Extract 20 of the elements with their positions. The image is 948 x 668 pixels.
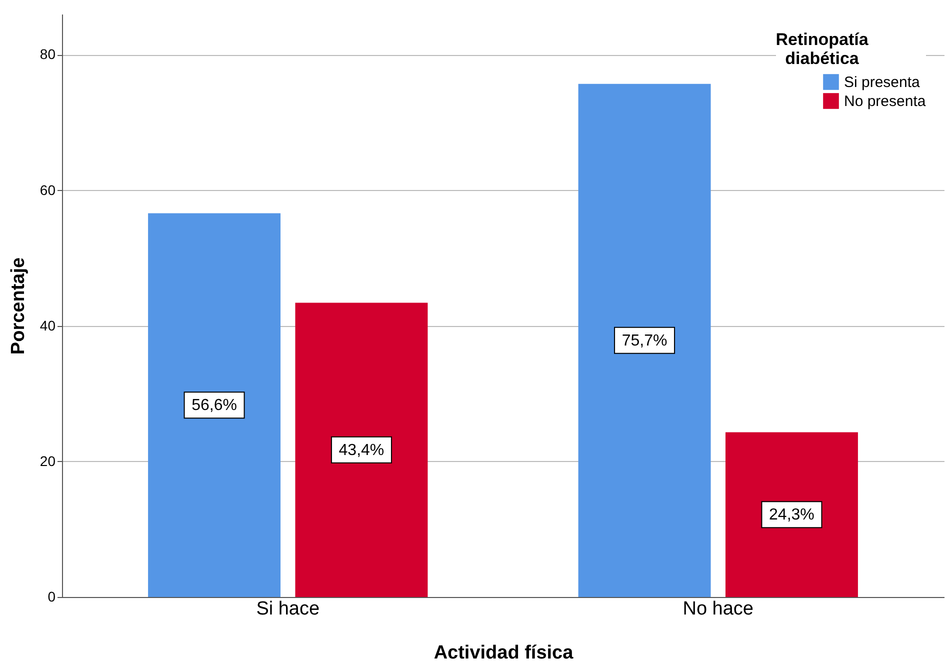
y-tick-label: 40 bbox=[40, 317, 56, 334]
x-axis-title: Actividad física bbox=[434, 642, 574, 664]
legend-label: No presenta bbox=[844, 93, 926, 110]
y-tick-label: 0 bbox=[48, 588, 56, 604]
y-tick-label: 80 bbox=[40, 46, 56, 62]
bar bbox=[725, 432, 858, 597]
x-tick-label: No hace bbox=[682, 598, 754, 620]
legend-title: Retinopatía diabética bbox=[776, 30, 869, 68]
x-tick-label: Si hace bbox=[256, 598, 320, 620]
data-label: 24,3% bbox=[769, 506, 814, 524]
data-label: 43,4% bbox=[338, 442, 384, 459]
y-tick-label: 20 bbox=[40, 452, 56, 469]
bar bbox=[578, 84, 711, 597]
data-label: 56,6% bbox=[192, 397, 237, 414]
y-tick-label: 60 bbox=[40, 182, 56, 198]
data-label: 75,7% bbox=[622, 332, 668, 350]
legend-label: Si presenta bbox=[844, 74, 921, 91]
y-axis-title: Porcentaje bbox=[8, 257, 29, 355]
bar bbox=[148, 213, 281, 597]
bar bbox=[295, 302, 428, 597]
